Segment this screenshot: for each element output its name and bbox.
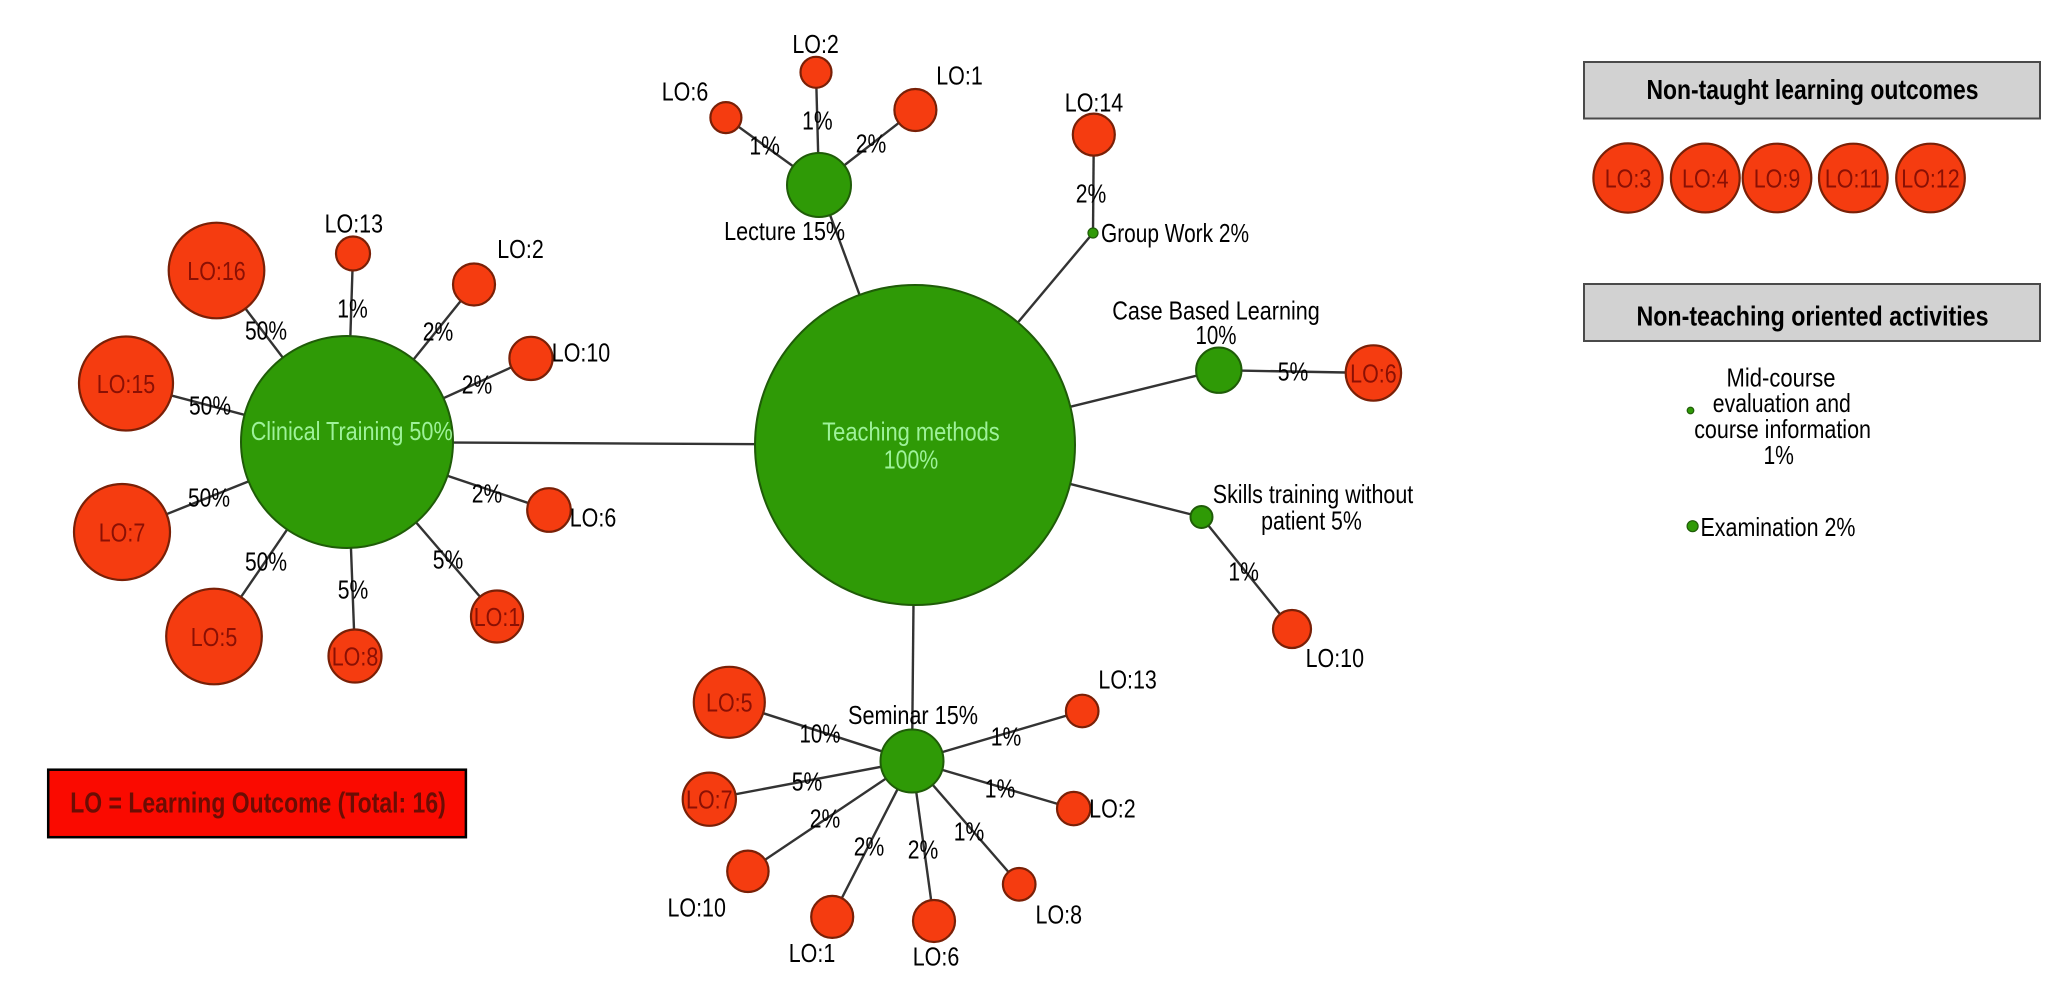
svg-text:2%: 2% xyxy=(423,316,454,346)
svg-text:LO:8: LO:8 xyxy=(1036,900,1083,930)
svg-text:LO:7: LO:7 xyxy=(686,785,733,815)
svg-text:LO:9: LO:9 xyxy=(1754,163,1801,193)
svg-text:1%: 1% xyxy=(1228,556,1259,586)
svg-text:10%: 10% xyxy=(800,718,841,748)
svg-text:LO:14: LO:14 xyxy=(1065,87,1123,117)
svg-text:LO:1: LO:1 xyxy=(936,60,983,90)
svg-text:2%: 2% xyxy=(856,128,887,158)
svg-text:LO:2: LO:2 xyxy=(497,234,544,264)
svg-text:Examination 2%: Examination 2% xyxy=(1701,512,1856,542)
svg-text:LO:7: LO:7 xyxy=(99,517,146,547)
svg-text:LO:1: LO:1 xyxy=(789,938,836,968)
svg-text:LO:10: LO:10 xyxy=(552,337,610,367)
svg-text:1%: 1% xyxy=(991,721,1022,751)
svg-text:50%: 50% xyxy=(245,315,287,345)
svg-text:2%: 2% xyxy=(472,478,503,508)
svg-text:patient 5%: patient 5% xyxy=(1261,505,1362,535)
svg-text:Seminar 15%: Seminar 15% xyxy=(848,700,978,730)
svg-text:2%: 2% xyxy=(908,834,939,864)
svg-text:LO:13: LO:13 xyxy=(1098,665,1156,695)
svg-text:1%: 1% xyxy=(985,773,1016,803)
svg-text:50%: 50% xyxy=(245,546,287,576)
svg-text:Group Work 2%: Group Work 2% xyxy=(1101,218,1249,248)
svg-text:LO:6: LO:6 xyxy=(1350,358,1397,388)
svg-text:Mid-course: Mid-course xyxy=(1727,362,1836,392)
svg-text:2%: 2% xyxy=(462,369,493,399)
svg-text:Case Based Learning: Case Based Learning xyxy=(1112,295,1320,325)
svg-text:5%: 5% xyxy=(792,766,823,796)
svg-text:LO:1: LO:1 xyxy=(474,602,521,632)
svg-text:50%: 50% xyxy=(189,390,231,420)
svg-text:evaluation and: evaluation and xyxy=(1713,388,1851,418)
svg-text:5%: 5% xyxy=(433,544,464,574)
svg-text:Clinical Training 50%: Clinical Training 50% xyxy=(251,416,453,446)
svg-text:LO:10: LO:10 xyxy=(668,892,726,922)
svg-text:1%: 1% xyxy=(954,816,985,846)
svg-text:5%: 5% xyxy=(1278,356,1309,386)
svg-text:LO:15: LO:15 xyxy=(97,369,155,399)
svg-text:2%: 2% xyxy=(810,803,841,833)
svg-text:2%: 2% xyxy=(854,831,885,861)
svg-text:LO:12: LO:12 xyxy=(1901,163,1959,193)
svg-text:LO:13: LO:13 xyxy=(325,208,383,238)
svg-text:LO:16: LO:16 xyxy=(187,256,245,286)
svg-text:10%: 10% xyxy=(1196,320,1237,350)
svg-text:Skills training without: Skills training without xyxy=(1213,479,1414,509)
svg-text:Lecture 15%: Lecture 15% xyxy=(724,216,845,246)
svg-text:Non-taught learning outcomes: Non-taught learning outcomes xyxy=(1647,74,1979,105)
svg-text:LO:2: LO:2 xyxy=(792,29,839,59)
svg-text:LO = Learning Outcome (Total:: LO = Learning Outcome (Total: 16) xyxy=(70,787,446,819)
svg-text:LO:5: LO:5 xyxy=(706,688,753,718)
svg-text:LO:6: LO:6 xyxy=(913,942,960,972)
svg-text:LO:8: LO:8 xyxy=(332,641,379,671)
svg-text:LO:3: LO:3 xyxy=(1605,163,1652,193)
svg-text:LO:2: LO:2 xyxy=(1089,793,1136,823)
svg-text:2%: 2% xyxy=(1076,178,1107,208)
svg-text:Non-teaching oriented activiti: Non-teaching oriented activities xyxy=(1637,301,1989,332)
svg-text:5%: 5% xyxy=(338,574,369,604)
svg-text:100%: 100% xyxy=(884,444,939,474)
svg-text:Teaching methods: Teaching methods xyxy=(822,416,1000,446)
svg-text:1%: 1% xyxy=(337,293,368,323)
svg-text:LO:10: LO:10 xyxy=(1306,643,1364,673)
svg-text:1%: 1% xyxy=(802,105,833,135)
svg-text:1%: 1% xyxy=(749,130,780,160)
svg-text:1%: 1% xyxy=(1763,440,1794,470)
svg-text:LO:4: LO:4 xyxy=(1682,163,1729,193)
svg-text:LO:6: LO:6 xyxy=(662,76,709,106)
svg-text:50%: 50% xyxy=(188,482,230,512)
svg-text:LO:11: LO:11 xyxy=(1825,163,1882,193)
svg-text:LO:5: LO:5 xyxy=(191,622,238,652)
svg-text:LO:6: LO:6 xyxy=(570,502,617,532)
svg-text:course information: course information xyxy=(1694,414,1871,444)
